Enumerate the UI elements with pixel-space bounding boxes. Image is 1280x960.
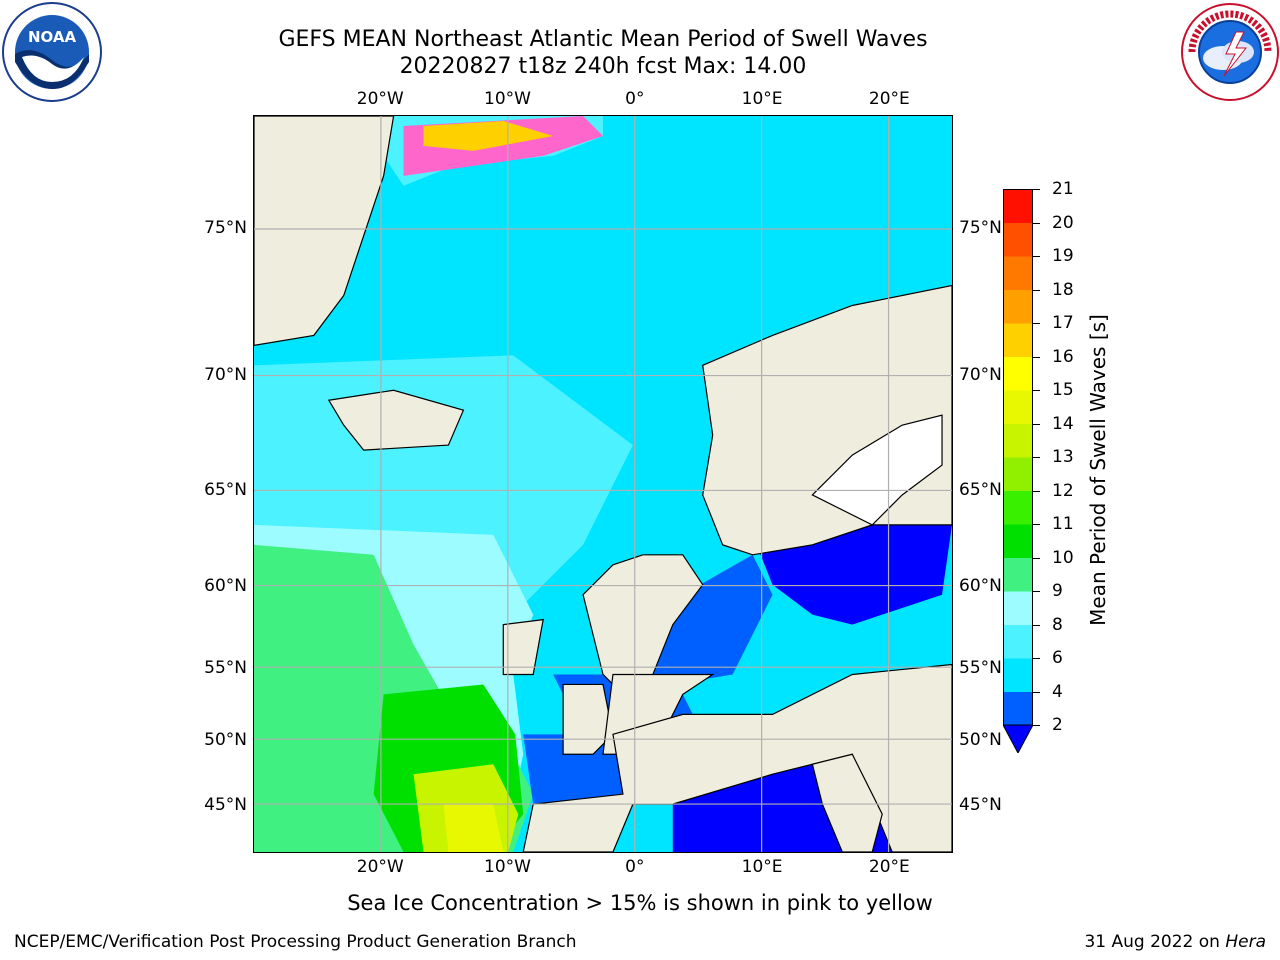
graticule — [254, 116, 952, 852]
colorbar-tick-label: 8 — [1052, 614, 1063, 635]
svg-text:NOAA: NOAA — [28, 28, 77, 46]
colorbar-outline — [1003, 189, 1033, 726]
colorbar-tick-mark — [1033, 624, 1040, 626]
lon-tick-label-top: 20°E — [868, 89, 910, 109]
colorbar-tick-label: 12 — [1052, 480, 1074, 501]
credit-text: NCEP/EMC/Verification Post Processing Pr… — [14, 932, 577, 952]
colorbar-tick-label: 21 — [1052, 179, 1074, 199]
colorbar-band — [1003, 323, 1033, 357]
nws-logo — [1181, 3, 1279, 101]
noaa-logo: NOAA — [2, 2, 102, 102]
colorbar-band — [1003, 691, 1033, 726]
colorbar-tick-label: 18 — [1052, 279, 1074, 300]
colorbar-tick-mark — [1033, 658, 1040, 659]
colorbar-tick-mark — [1033, 323, 1040, 324]
date-stamp: 31 Aug 2022 on Hera — [1084, 932, 1266, 952]
lat-tick-label-left: 60°N — [204, 575, 247, 596]
colorbar-tick-label: 9 — [1052, 581, 1063, 601]
lat-tick-label-left: 65°N — [204, 480, 247, 501]
map-title: GEFS MEAN Northeast Atlantic Mean Period… — [278, 27, 928, 52]
colorbar — [1003, 189, 1033, 753]
colorbar-band — [1003, 557, 1033, 592]
colorbar-tick-label: 17 — [1052, 313, 1074, 333]
host-name: Hera — [1225, 932, 1266, 952]
colorbar-tick-mark — [1033, 222, 1040, 224]
colorbar-tick-mark — [1033, 289, 1040, 291]
lon-tick-label-top: 20°W — [356, 89, 404, 109]
colorbar-tick-label: 4 — [1052, 681, 1063, 702]
lat-tick-label-left: 45°N — [204, 794, 247, 815]
colorbar-band — [1003, 591, 1033, 625]
colorbar-under-triangle — [1003, 724, 1033, 753]
colorbar-tick-label: 16 — [1052, 346, 1074, 367]
colorbar-band — [1003, 289, 1033, 324]
colorbar-band — [1003, 390, 1033, 424]
colorbar-tick-label: 2 — [1052, 715, 1063, 735]
colorbar-tick-label: 13 — [1052, 447, 1074, 467]
colorbar-tick-mark — [1033, 591, 1040, 592]
colorbar-band — [1003, 256, 1033, 290]
lat-tick-label-right: 75°N — [959, 218, 1002, 239]
colorbar-band — [1003, 222, 1033, 257]
colorbar-tick-label: 20 — [1052, 212, 1074, 233]
colorbar-tick-mark — [1033, 490, 1040, 492]
lat-tick-label-right: 45°N — [959, 794, 1002, 815]
colorbar-tick-mark — [1033, 557, 1040, 559]
lat-tick-label-right: 60°N — [959, 575, 1002, 596]
colorbar-tick-label: 15 — [1052, 380, 1074, 400]
colorbar-tick-mark — [1033, 390, 1040, 391]
lat-tick-label-right: 50°N — [959, 729, 1002, 750]
colorbar-label: Mean Period of Swell Waves [s] — [1086, 314, 1110, 626]
colorbar-tick-mark — [1033, 423, 1040, 425]
lon-tick-label-bottom: 20°E — [868, 857, 910, 877]
colorbar-tick-label: 19 — [1052, 246, 1074, 266]
lat-tick-label-left: 75°N — [204, 218, 247, 239]
colorbar-tick-label: 6 — [1052, 648, 1063, 668]
swell-period-map — [253, 115, 953, 853]
map-subtitle: 20220827 t18z 240h fcst Max: 14.00 — [399, 54, 807, 79]
sea-ice-note: Sea Ice Concentration > 15% is shown in … — [347, 891, 933, 915]
colorbar-band — [1003, 490, 1033, 525]
lat-tick-label-left: 50°N — [204, 729, 247, 750]
colorbar-tick-mark — [1033, 189, 1040, 190]
colorbar-tick-mark — [1033, 356, 1040, 358]
lat-tick-label-left: 70°N — [204, 365, 247, 386]
lat-tick-label-left: 55°N — [204, 657, 247, 678]
lon-tick-label-bottom: 10°E — [741, 857, 783, 877]
lat-tick-label-right: 55°N — [959, 657, 1002, 678]
lon-tick-label-bottom: 20°W — [356, 857, 404, 877]
colorbar-tick-label: 10 — [1052, 547, 1074, 568]
lon-tick-label-top: 10°W — [484, 89, 531, 109]
land — [254, 116, 952, 852]
lat-tick-label-right: 70°N — [959, 365, 1002, 386]
colorbar-tick-mark — [1033, 524, 1040, 525]
colorbar-tick-mark — [1033, 691, 1040, 693]
colorbar-band — [1003, 189, 1033, 223]
colorbar-band — [1003, 524, 1033, 558]
lon-tick-label-top: 10°E — [741, 89, 783, 109]
lon-tick-label-bottom: 10°W — [484, 857, 531, 877]
colorbar-tick-mark — [1033, 457, 1040, 458]
colorbar-band — [1003, 658, 1033, 692]
colorbar-tick-label: 14 — [1052, 413, 1074, 434]
colorbar-band — [1003, 457, 1033, 491]
colorbar-band — [1003, 624, 1033, 659]
colorbar-tick-mark — [1033, 725, 1040, 726]
colorbar-tick-mark — [1033, 256, 1040, 257]
colorbar-band — [1003, 423, 1033, 458]
colorbar-band — [1003, 356, 1033, 391]
lon-tick-label-bottom: 0° — [625, 857, 645, 877]
lon-tick-label-top: 0° — [625, 89, 645, 109]
colorbar-tick-label: 11 — [1052, 514, 1074, 534]
lat-tick-label-right: 65°N — [959, 480, 1002, 501]
